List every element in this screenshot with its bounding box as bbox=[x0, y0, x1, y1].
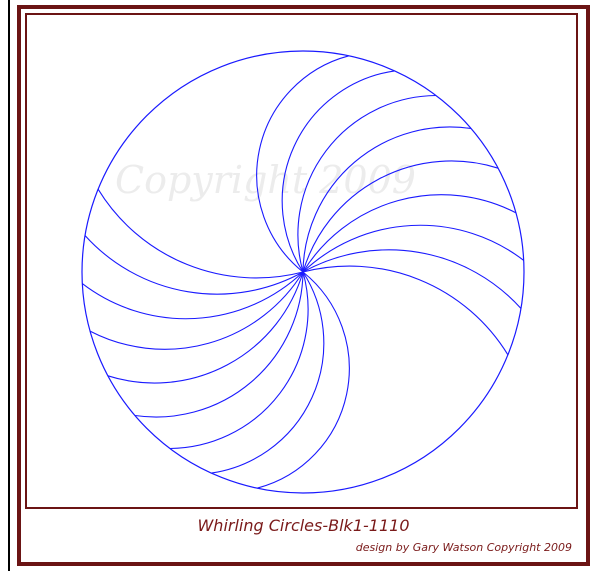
page: Copyright 2009 Whirling Circles-Blk1-111… bbox=[0, 0, 592, 571]
arc bbox=[98, 189, 303, 278]
arc bbox=[257, 272, 349, 488]
pattern: Copyright 2009 bbox=[27, 15, 576, 507]
credit: design by Gary Watson Copyright 2009 bbox=[356, 541, 572, 554]
pattern-panel: Copyright 2009 bbox=[25, 13, 578, 509]
arc bbox=[85, 236, 303, 295]
frame: Copyright 2009 Whirling Circles-Blk1-111… bbox=[17, 5, 590, 566]
watermark: Copyright 2009 bbox=[115, 158, 416, 202]
arc bbox=[108, 272, 303, 383]
arc bbox=[82, 272, 303, 319]
arc bbox=[303, 195, 516, 272]
left-edge bbox=[8, 0, 10, 571]
arc bbox=[170, 272, 308, 449]
pattern-title: Whirling Circles-Blk1-1110 bbox=[21, 516, 586, 535]
arc bbox=[303, 250, 521, 309]
arc bbox=[303, 225, 524, 272]
arc bbox=[303, 266, 508, 355]
arc bbox=[90, 272, 303, 349]
arc bbox=[211, 272, 323, 473]
